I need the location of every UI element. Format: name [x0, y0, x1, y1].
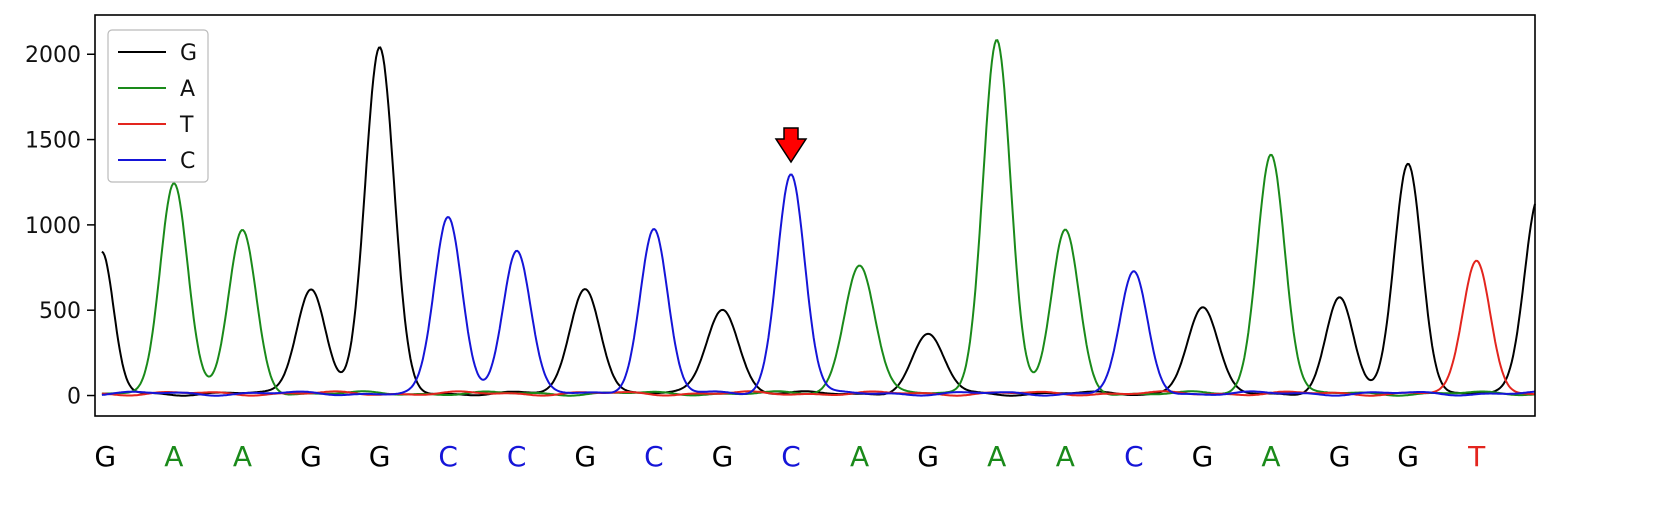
- base-call-label: G: [712, 440, 734, 473]
- base-call-label: G: [300, 440, 322, 473]
- base-call-label: G: [917, 440, 939, 473]
- y-tick-label: 1500: [25, 129, 81, 154]
- base-call-label: C: [781, 440, 801, 473]
- y-tick-label: 2000: [25, 43, 81, 68]
- y-axis: 0 500 1000 1500 2000: [25, 43, 95, 410]
- legend-label-G: G: [180, 41, 197, 66]
- y-tick-label: 0: [67, 385, 81, 410]
- base-call-label: G: [1329, 440, 1351, 473]
- legend-label-T: T: [179, 113, 194, 138]
- base-call-label: C: [507, 440, 527, 473]
- base-call-label: A: [850, 440, 869, 473]
- base-call-label: A: [233, 440, 252, 473]
- base-call-label: G: [1397, 440, 1419, 473]
- y-tick-label: 1000: [25, 214, 81, 239]
- plot-frame: [94, 14, 1536, 417]
- legend-label-C: C: [180, 149, 195, 174]
- annotation-layer: [774, 127, 808, 164]
- trace-G: [101, 46, 1536, 397]
- legend-box: [107, 29, 209, 183]
- base-call-label: G: [574, 440, 596, 473]
- base-call-label: A: [1056, 440, 1075, 473]
- trace-layer: [101, 39, 1536, 397]
- base-call-label: A: [164, 440, 183, 473]
- base-call-label: G: [94, 440, 116, 473]
- base-call-label: T: [1467, 440, 1486, 473]
- y-tick-label: 500: [39, 299, 81, 324]
- base-call-label: C: [1124, 440, 1144, 473]
- legend-label-A: A: [180, 77, 195, 102]
- trace-A: [101, 39, 1536, 397]
- trace-T: [101, 259, 1535, 397]
- base-call-label: C: [644, 440, 664, 473]
- trace-C: [101, 173, 1536, 397]
- base-call-label: G: [369, 440, 391, 473]
- base-call-label: C: [438, 440, 458, 473]
- base-call-label: G: [1192, 440, 1214, 473]
- base-call-label: A: [987, 440, 1006, 473]
- base-call-label: A: [1261, 440, 1280, 473]
- annotation-arrow: [774, 127, 808, 164]
